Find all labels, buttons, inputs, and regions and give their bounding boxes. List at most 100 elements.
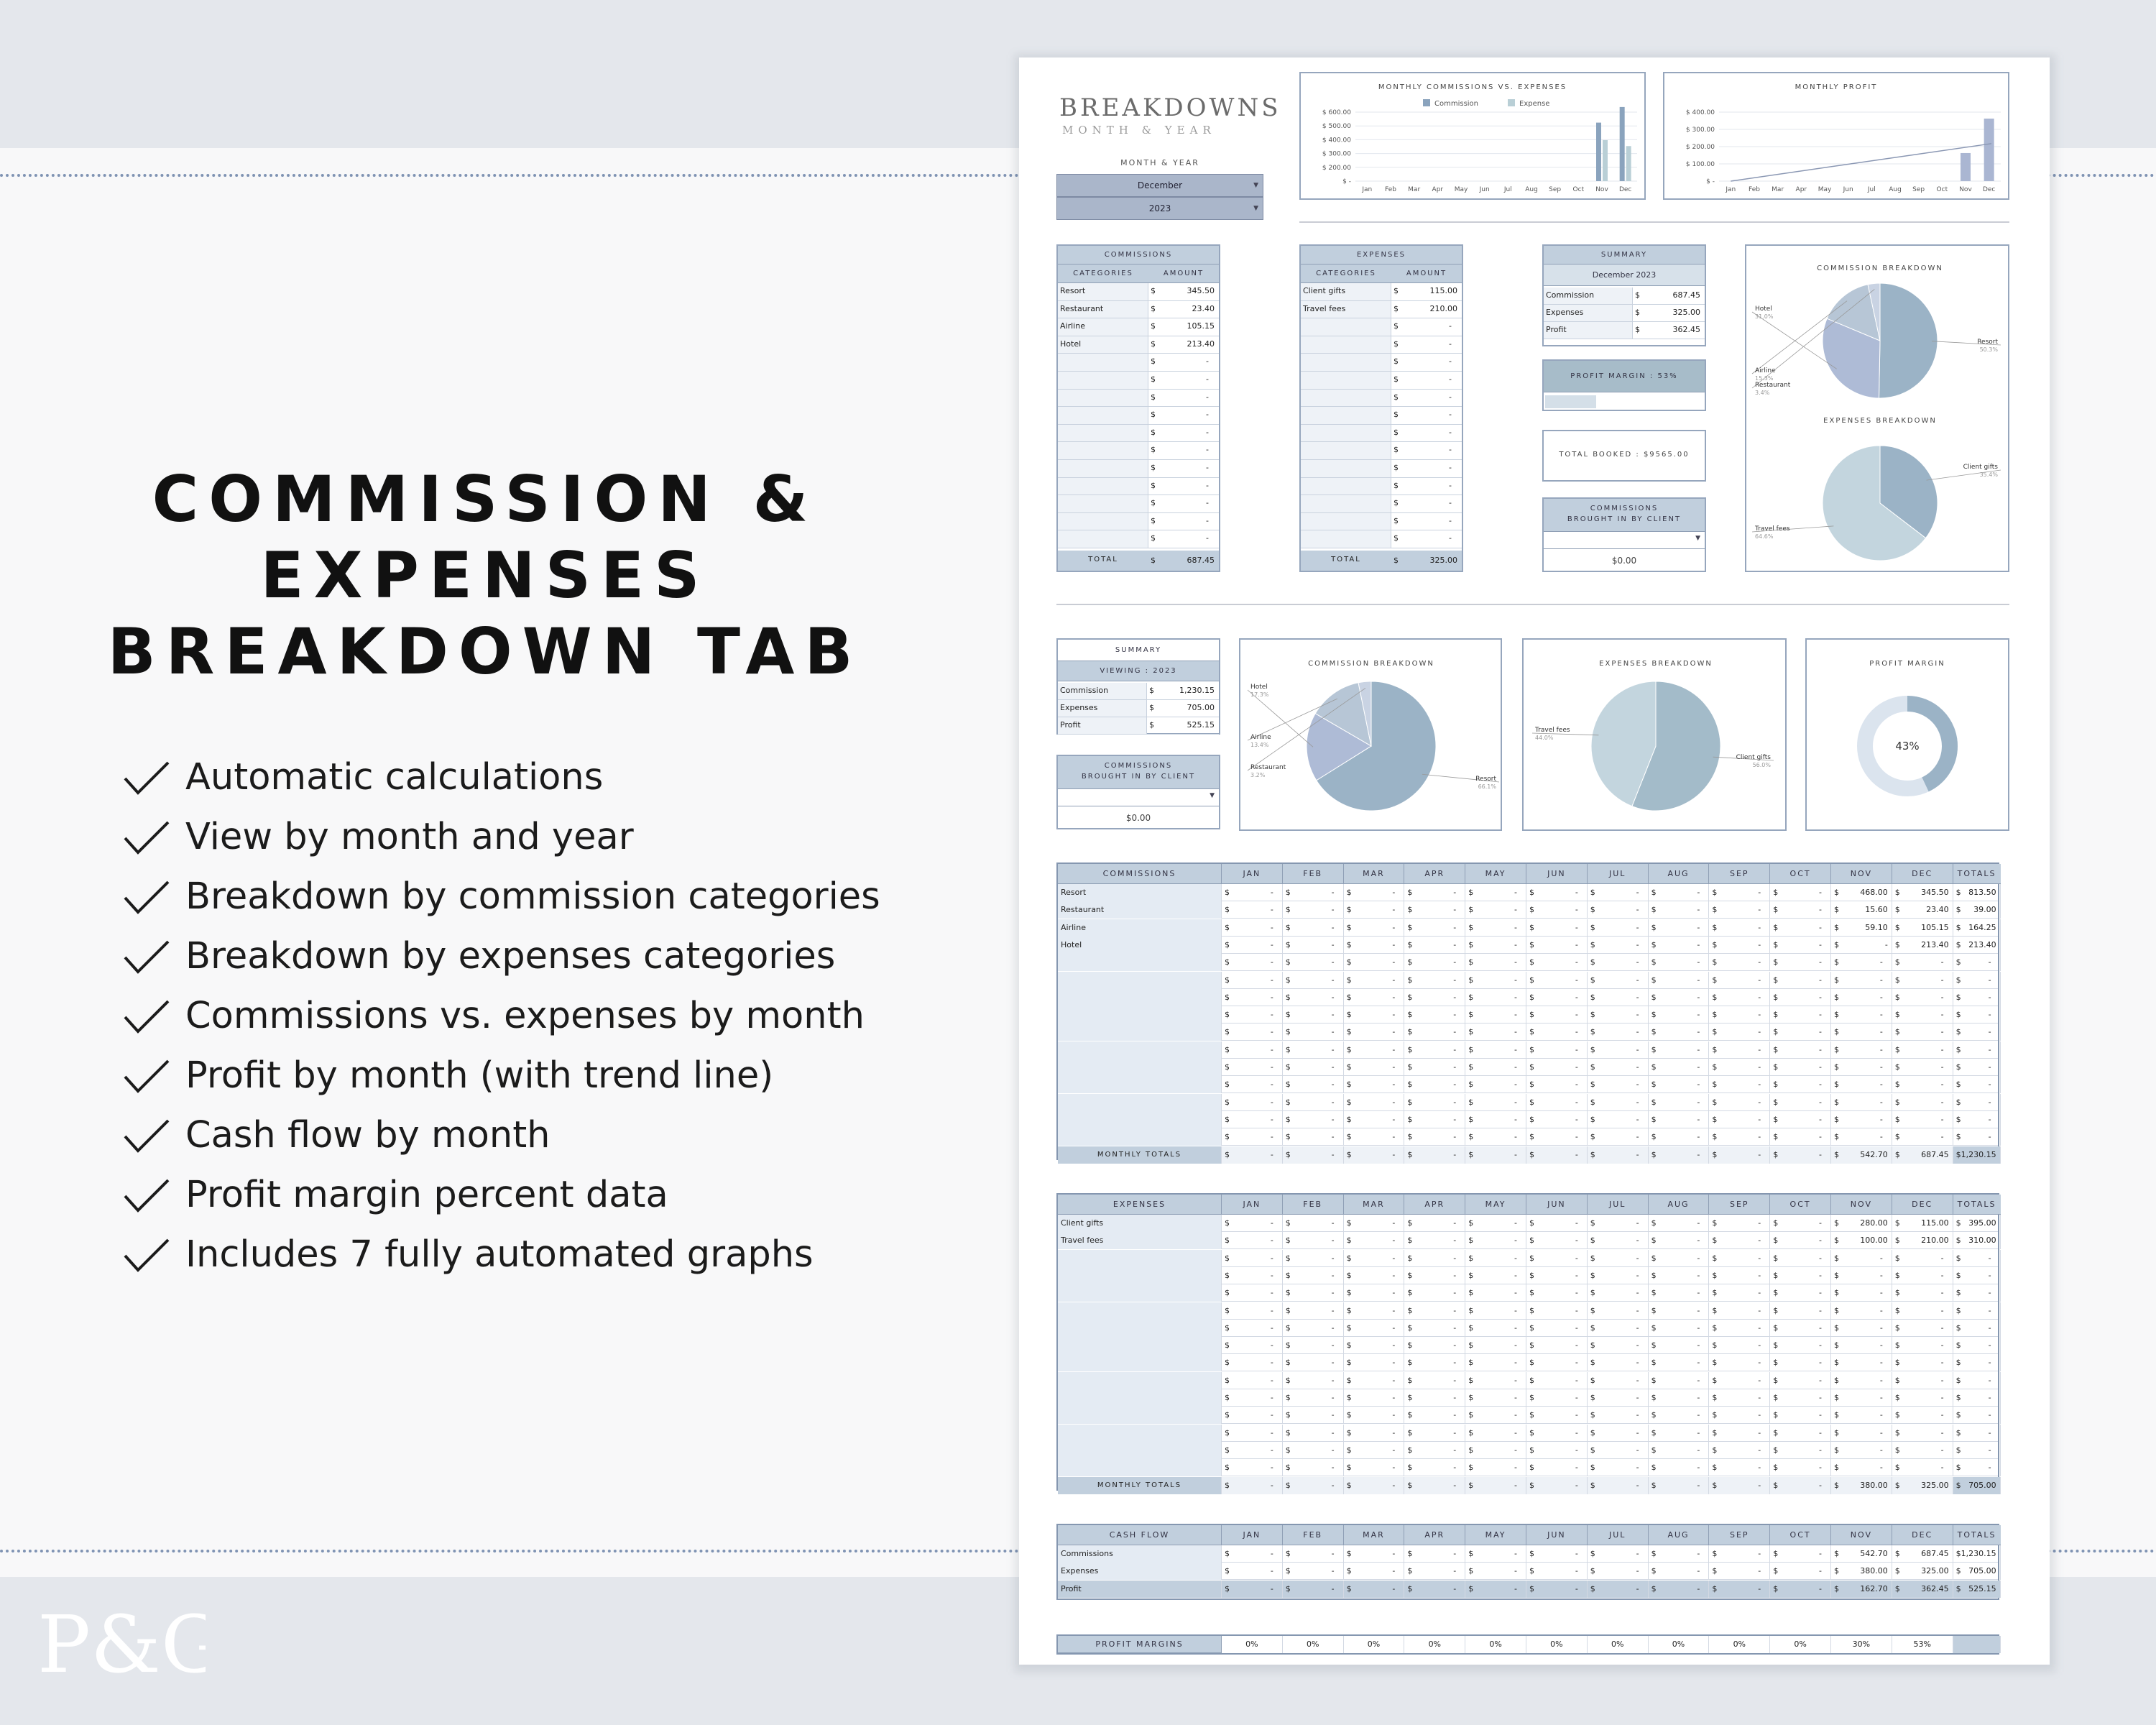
category-cell[interactable] — [1058, 1441, 1222, 1459]
month-cell[interactable]: $ - — [1404, 1128, 1466, 1146]
category-cell[interactable] — [1301, 318, 1391, 336]
month-cell[interactable]: $ - — [1526, 1284, 1588, 1302]
total-cell[interactable]: $ - — [1953, 1371, 2001, 1389]
month-cell[interactable]: $ - — [1770, 1284, 1831, 1302]
month-cell[interactable]: $ - — [1770, 1441, 1831, 1459]
month-cell[interactable]: $ - — [1831, 1337, 1892, 1355]
month-cell[interactable]: $ - — [1344, 884, 1405, 901]
month-cell[interactable]: $ - — [1283, 1232, 1344, 1250]
month-cell[interactable]: $ - — [1526, 1093, 1588, 1111]
month-cell[interactable]: $ - — [1465, 1476, 1526, 1494]
month-cell[interactable]: $ - — [1649, 1076, 1710, 1094]
month-cell[interactable]: $ - — [1649, 936, 1710, 954]
month-cell[interactable]: $ - — [1588, 1266, 1649, 1284]
month-cell[interactable]: $ - — [1526, 1407, 1588, 1425]
amount-cell[interactable]: $105.15 — [1148, 318, 1219, 336]
amount-cell[interactable]: $ - — [1148, 530, 1219, 548]
month-cell[interactable]: $ - — [1709, 1076, 1771, 1094]
month-cell[interactable]: $ - — [1588, 1128, 1649, 1146]
total-cell[interactable]: $213.40 — [1953, 936, 2001, 954]
category-cell[interactable] — [1058, 1024, 1222, 1041]
category-cell[interactable] — [1058, 407, 1148, 424]
month-cell[interactable]: $ - — [1892, 971, 1953, 989]
month-cell[interactable]: $ - — [1770, 1249, 1831, 1267]
month-cell[interactable]: $ - — [1770, 1146, 1831, 1164]
month-cell[interactable]: $ - — [1831, 1407, 1892, 1425]
month-cell[interactable]: $ - — [1892, 1337, 1953, 1355]
month-cell[interactable]: $ - — [1282, 1476, 1344, 1494]
month-cell[interactable]: $ - — [1649, 1024, 1710, 1041]
month-cell[interactable]: $ - — [1892, 1407, 1953, 1425]
month-cell[interactable]: $ - — [1404, 1337, 1466, 1355]
month-cell[interactable]: $ - — [1222, 1302, 1283, 1320]
month-cell[interactable]: $ - — [1465, 1371, 1526, 1389]
month-cell[interactable]: $ - — [1587, 1476, 1649, 1494]
category-cell[interactable] — [1058, 1110, 1222, 1128]
month-cell[interactable]: $ - — [1588, 919, 1649, 937]
amount-cell[interactable]: $ - — [1391, 460, 1462, 477]
month-cell[interactable]: $ - — [1344, 1354, 1405, 1372]
amount-cell[interactable]: $ - — [1391, 372, 1462, 389]
month-cell[interactable]: $ - — [1588, 1389, 1649, 1407]
month-cell[interactable]: $ - — [1892, 1128, 1953, 1146]
month-cell[interactable]: $ - — [1709, 1337, 1771, 1355]
month-cell[interactable]: $ - — [1283, 988, 1344, 1006]
month-cell[interactable]: $ - — [1283, 1302, 1344, 1320]
month-cell[interactable]: $ - — [1831, 1249, 1892, 1267]
month-cell[interactable]: $ - — [1526, 884, 1588, 901]
total-cell[interactable]: $ - — [1953, 1059, 2001, 1076]
month-cell[interactable]: $ - — [1344, 1266, 1405, 1284]
profit-margin-cell[interactable]: 0% — [1770, 1636, 1831, 1653]
month-cell[interactable]: $ - — [1770, 1545, 1831, 1563]
total-cell[interactable]: $ - — [1953, 1354, 2001, 1372]
month-cell[interactable]: $ - — [1283, 1563, 1344, 1581]
month-cell[interactable]: $ - — [1649, 1059, 1710, 1076]
month-cell[interactable]: $ - — [1892, 1319, 1953, 1337]
month-cell[interactable]: $ - — [1222, 1006, 1283, 1024]
month-cell[interactable]: $ - — [1892, 1354, 1953, 1372]
month-cell[interactable]: $ - — [1588, 1459, 1649, 1477]
month-cell[interactable]: $ - — [1709, 1424, 1771, 1442]
month-cell[interactable]: $ - — [1770, 988, 1831, 1006]
month-cell[interactable]: $ - — [1649, 1093, 1710, 1111]
profit-margin-cell[interactable]: 0% — [1344, 1636, 1405, 1653]
category-cell[interactable] — [1301, 424, 1391, 442]
month-cell[interactable]: $ - — [1283, 1128, 1344, 1146]
month-cell[interactable]: $ - — [1465, 1093, 1526, 1111]
month-cell[interactable]: $ - — [1283, 1424, 1344, 1442]
month-cell[interactable]: $ - — [1344, 901, 1405, 919]
category-cell[interactable] — [1301, 389, 1391, 407]
month-cell[interactable]: $ - — [1344, 1389, 1405, 1407]
month-cell[interactable]: $ - — [1343, 1476, 1405, 1494]
month-cell[interactable]: $ - — [1709, 971, 1771, 989]
month-cell[interactable]: $ - — [1465, 988, 1526, 1006]
month-cell[interactable]: $ - — [1526, 954, 1588, 972]
month-cell[interactable]: $ - — [1770, 884, 1831, 901]
month-cell[interactable]: $ - — [1649, 1563, 1710, 1581]
category-cell[interactable] — [1058, 1424, 1222, 1442]
month-cell[interactable]: $ - — [1588, 1059, 1649, 1076]
category-cell[interactable] — [1058, 971, 1222, 989]
month-cell[interactable]: $ - — [1709, 1580, 1771, 1598]
total-cell[interactable]: $ - — [1953, 1424, 2001, 1442]
month-cell[interactable]: $468.00 — [1831, 884, 1892, 901]
month-cell[interactable]: $ - — [1344, 988, 1405, 1006]
category-cell[interactable] — [1058, 1128, 1222, 1146]
month-cell[interactable]: $ - — [1892, 954, 1953, 972]
amount-cell[interactable]: $ - — [1391, 390, 1462, 407]
month-cell[interactable]: $ - — [1588, 901, 1649, 919]
total-cell[interactable]: $ - — [1953, 1093, 2001, 1111]
year-dropdown[interactable]: 2023 ▼ — [1056, 197, 1263, 220]
month-cell[interactable]: $ - — [1465, 1128, 1526, 1146]
month-cell[interactable]: $ - — [1892, 1093, 1953, 1111]
category-cell[interactable] — [1058, 1337, 1222, 1355]
month-cell[interactable]: $ - — [1709, 1146, 1771, 1164]
month-cell[interactable]: $ - — [1526, 1319, 1588, 1337]
month-cell[interactable]: $ - — [1892, 1459, 1953, 1477]
month-cell[interactable]: $ - — [1588, 1284, 1649, 1302]
category-cell[interactable]: Hotel — [1058, 936, 1222, 954]
month-cell[interactable]: $ - — [1588, 1215, 1649, 1232]
total-cell[interactable]: $ - — [1953, 1302, 2001, 1320]
month-cell[interactable]: $ - — [1222, 1337, 1283, 1355]
month-cell[interactable]: $162.70 — [1831, 1580, 1892, 1598]
